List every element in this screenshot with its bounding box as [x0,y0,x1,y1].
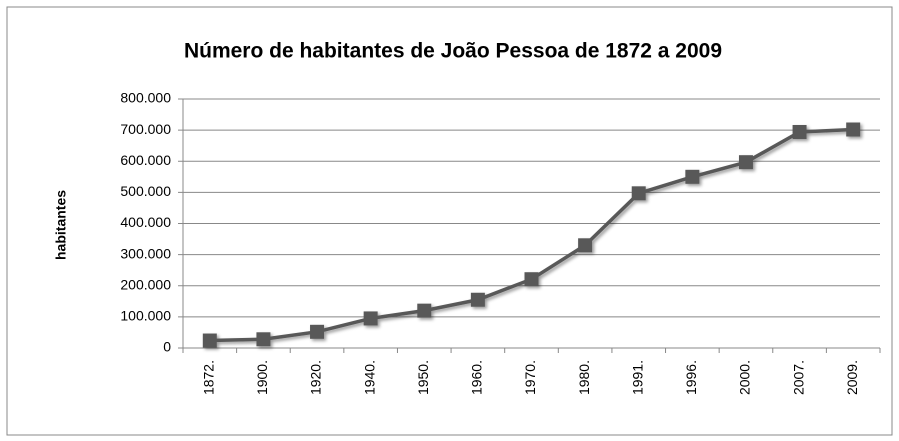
marker [202,333,217,348]
x-tick-label: 1996. [683,360,699,395]
y-tick-label: 800.000 [120,90,171,106]
x-tick-label: 1872. [201,360,217,395]
x-tick-label: 1920. [308,360,324,395]
y-tick-label: 700.000 [120,121,171,137]
marker [256,332,271,347]
y-tick-label: 0 [163,339,171,355]
x-tick-label: 2009. [844,360,860,395]
x-tick-label: 1980. [576,360,592,395]
y-tick-label: 300.000 [120,245,171,261]
x-tick-label: 1900. [254,360,270,395]
y-tick-label: 500.000 [120,183,171,199]
y-tick-label: 400.000 [120,214,171,230]
x-tick-label: 1991. [629,360,645,395]
marker [685,169,700,184]
y-tick-label: 200.000 [120,276,171,292]
x-tick-label: 1960. [469,360,485,395]
marker [631,186,646,201]
series [202,122,861,348]
marker [524,272,539,287]
marker [738,155,753,170]
marker [417,303,432,318]
marker [792,124,807,139]
marker [363,311,378,326]
chart-title: Número de habitantes de João Pessoa de 1… [184,40,722,63]
y-tick-label: 600.000 [120,152,171,168]
y-axis-label: habitantes [53,190,69,260]
marker [846,122,861,137]
chart-border [6,6,893,436]
x-tick-label: 1950. [415,360,431,395]
x-tick-label: 1940. [361,360,377,395]
x-tick-label: 2007. [790,360,806,395]
marker [470,292,485,307]
x-tick-label: 1970. [522,360,538,395]
y-tick-label: 100.000 [120,308,171,324]
x-tick-label: 2000. [737,360,753,395]
marker [310,324,325,339]
marker [578,238,593,253]
